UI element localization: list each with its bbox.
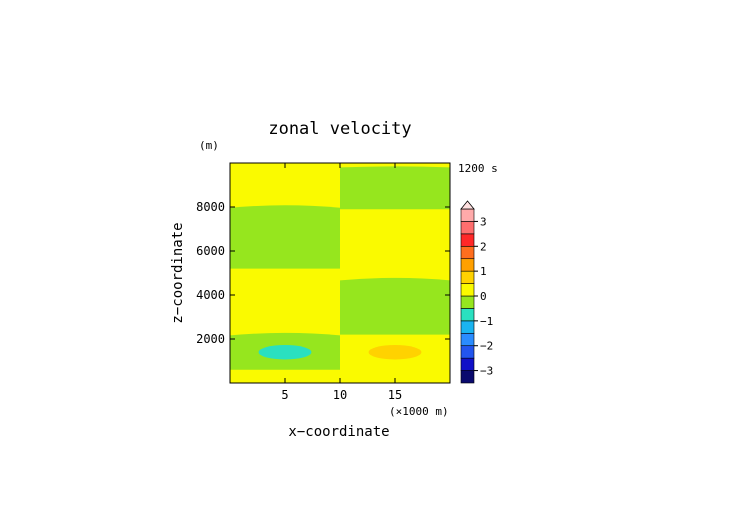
colorbar-tick-label: 1	[480, 265, 487, 278]
colorbar-extend-arrow	[460, 200, 475, 210]
z-tick-label: 8000	[196, 200, 225, 214]
colorbar-segment	[460, 233, 475, 247]
field-region	[340, 209, 450, 278]
field-cell	[368, 344, 422, 360]
colorbar-segment	[460, 270, 475, 284]
colorbar-tick-label: −1	[480, 315, 493, 328]
z-tick-label: 4000	[196, 288, 225, 302]
colorbar-segment	[460, 258, 475, 272]
colorbar-segment	[460, 345, 475, 359]
field-region	[230, 205, 340, 269]
colorbar: 3 2 1 0 −1 −2 −3	[460, 200, 493, 384]
field-region	[230, 370, 340, 383]
plot-axes: 5 10 15 2000 4000 6000 8000	[196, 162, 451, 402]
z-tick-label: 2000	[196, 332, 225, 346]
colorbar-segment	[460, 208, 475, 222]
colorbar-segment	[460, 308, 475, 322]
x-axis-label: x−coordinate	[288, 424, 389, 440]
field-region	[340, 277, 450, 335]
colorbar-tick-label: −2	[480, 340, 493, 353]
colorbar-segment	[460, 370, 475, 384]
colorbar-segment	[460, 320, 475, 334]
x-unit-label: (×1000 m)	[389, 405, 449, 418]
colorbar-tick-label: 0	[480, 290, 487, 303]
colorbar-segment	[460, 221, 475, 235]
x-tick-label: 10	[333, 388, 347, 402]
field-region	[340, 166, 450, 210]
field-region	[230, 166, 340, 205]
chart-title: zonal velocity	[268, 119, 411, 139]
colorbar-segment	[460, 295, 475, 309]
time-label: 1200 s	[458, 162, 498, 175]
colorbar-tick-label: 3	[480, 215, 487, 228]
field-region	[230, 269, 340, 333]
colorbar-segment	[460, 332, 475, 347]
x-tick-label: 5	[281, 388, 288, 402]
z-unit-label: (m)	[199, 139, 219, 152]
field-cell	[258, 344, 312, 360]
z-tick-label: 6000	[196, 244, 225, 258]
colorbar-tick-label: 2	[480, 240, 487, 253]
velocity-field	[230, 163, 450, 383]
x-tick-label: 15	[388, 388, 402, 402]
z-axis-label: z−coordinate	[170, 222, 186, 323]
colorbar-segment	[460, 283, 475, 297]
colorbar-segment	[460, 245, 475, 260]
colorbar-tick-label: −3	[480, 365, 493, 378]
colorbar-segment	[460, 357, 475, 371]
